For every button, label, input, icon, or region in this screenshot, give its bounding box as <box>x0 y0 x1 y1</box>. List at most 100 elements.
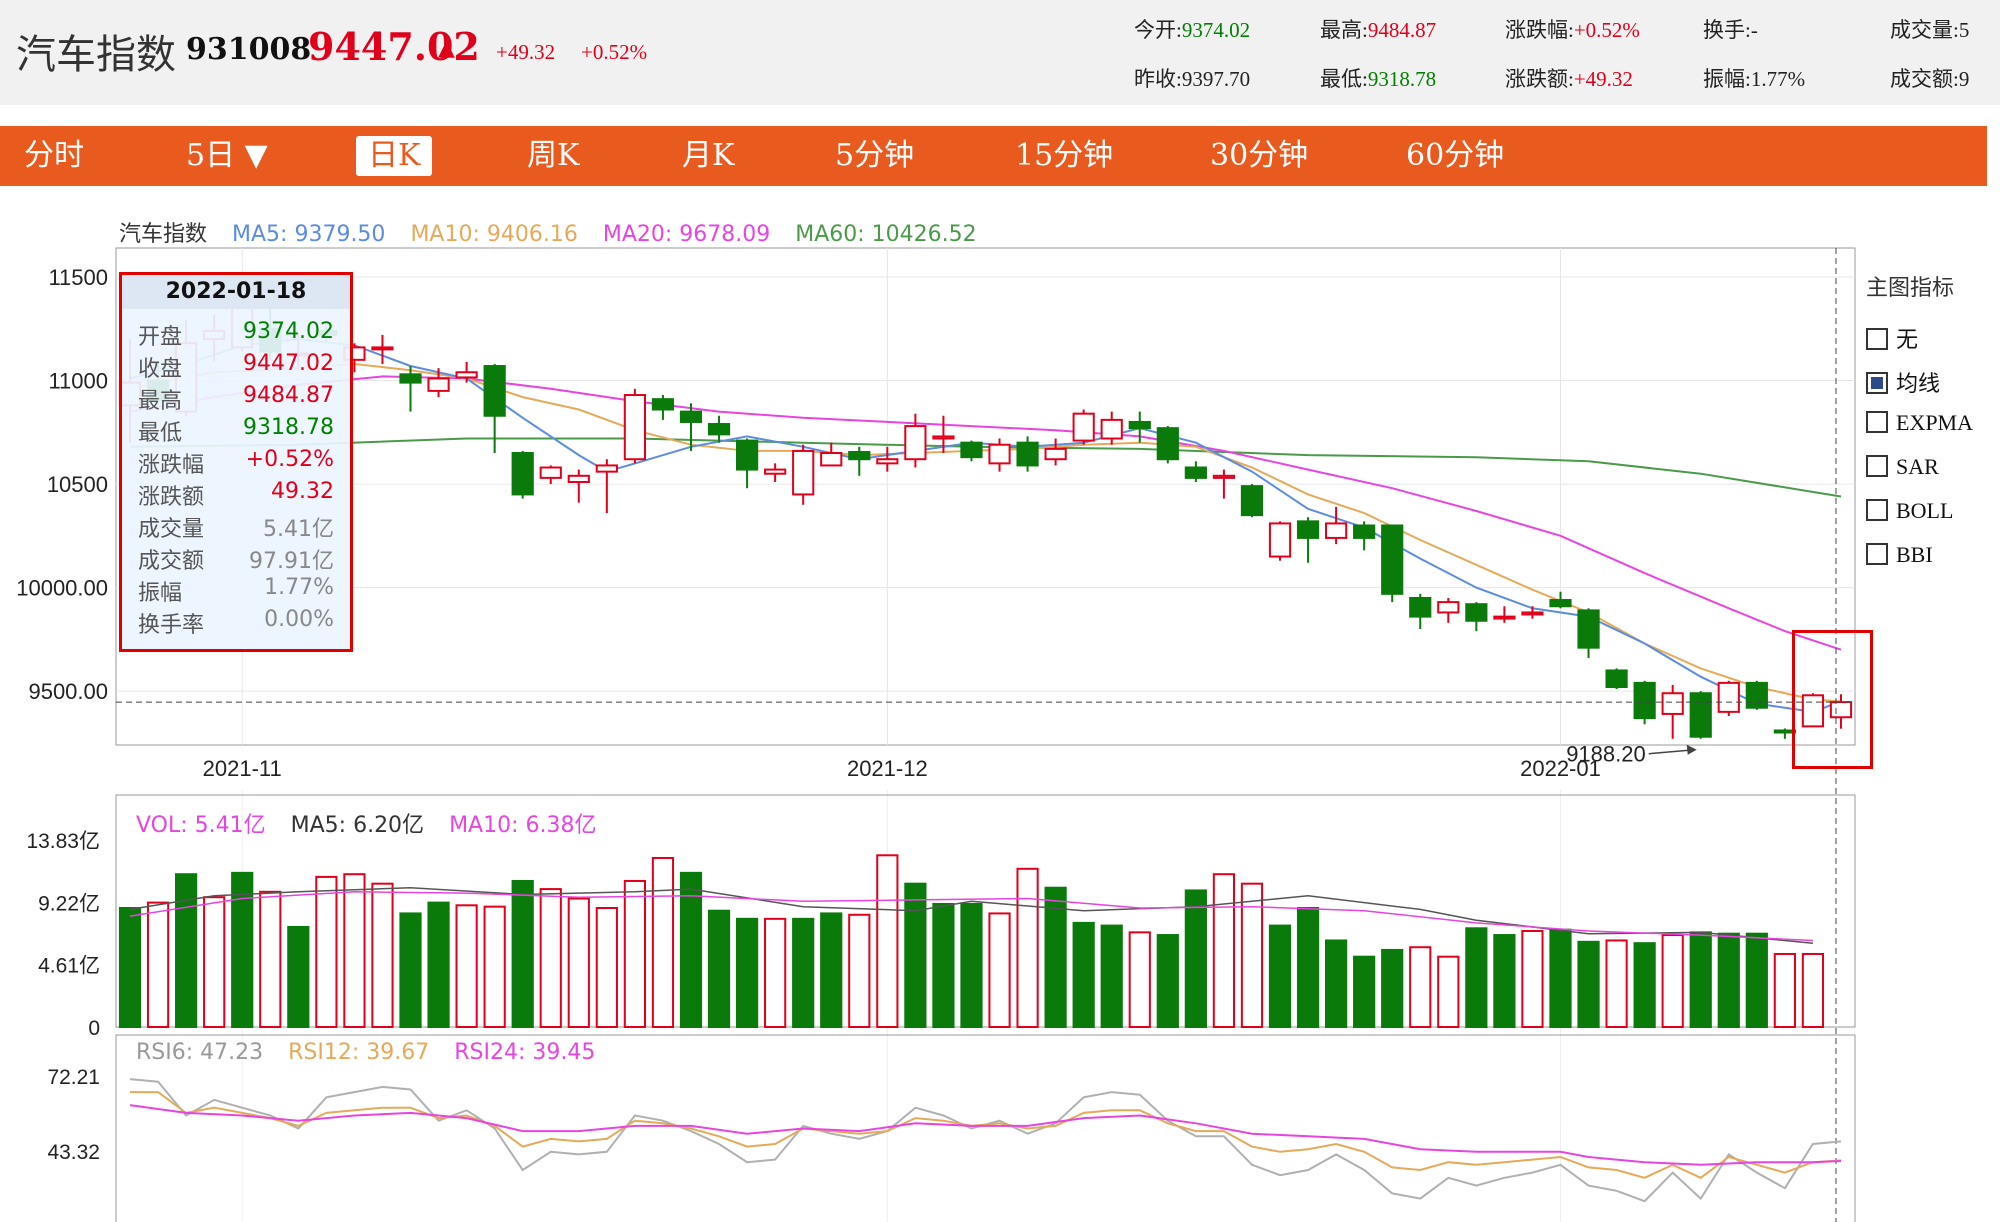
volume-bar <box>1072 921 1095 1028</box>
quote-stat-label: 成交量: <box>1890 18 1959 42</box>
candle-body <box>1353 524 1376 539</box>
indicator-option[interactable]: BOLL <box>1866 498 1953 524</box>
quote-stat-value: 9484.87 <box>1367 18 1437 42</box>
indicator-option[interactable]: 无 <box>1866 322 1918 352</box>
tab-0[interactable]: 分时 <box>24 138 84 173</box>
tooltip-row: 换手率 0.00% <box>138 607 334 639</box>
tooltip-row: 最高 9484.87 <box>138 383 334 415</box>
rsi-plot-frame <box>115 1034 1856 1222</box>
checkbox-icon[interactable] <box>1866 411 1888 433</box>
quote-stat-label: 振幅: <box>1703 67 1751 91</box>
quote-stat: 成交额:9 <box>1890 63 1969 93</box>
tooltip-row: 涨跌额 49.32 <box>138 479 334 511</box>
tooltip-row: 涨跌幅 +0.52% <box>138 447 334 479</box>
candle-body <box>1016 441 1039 467</box>
tooltip-date: 2022-01-18 <box>122 275 350 309</box>
volume-bar <box>1016 867 1039 1028</box>
candle-body <box>1240 485 1264 517</box>
volume-bar <box>792 917 815 1028</box>
tab-2[interactable]: 日K <box>356 136 433 176</box>
quote-stat-value: 9397.70 <box>1181 67 1251 91</box>
tooltip-label: 最高 <box>138 389 183 414</box>
candle-body <box>1044 447 1067 461</box>
quote-stat-value: 9 <box>1958 67 1970 91</box>
checkbox-icon[interactable] <box>1866 543 1888 565</box>
volume-bar <box>1409 946 1432 1028</box>
volume-bar <box>315 875 338 1028</box>
tooltip-value: 49.32 <box>271 479 334 504</box>
rsi-y-tick-label: 43.32 <box>47 1141 100 1164</box>
price-change-percent: +0.52% <box>581 40 648 64</box>
candle-body <box>707 423 731 436</box>
legend-rsi12: RSI12: 39.67 <box>288 1040 430 1065</box>
indicator-option-label: 均线 <box>1896 371 1941 396</box>
tooltip-label: 涨跌幅 <box>138 453 205 478</box>
tab-4[interactable]: 月K <box>682 138 735 173</box>
indicator-option-label: SAR <box>1896 454 1939 479</box>
volume-bar <box>1156 934 1179 1028</box>
tooltip-row: 成交额 97.91亿 <box>138 543 334 575</box>
tab-3[interactable]: 周K <box>527 138 580 173</box>
rsi-y-tick-label: 72.21 <box>47 1066 100 1089</box>
main-y-tick-label: 11500 <box>48 265 108 290</box>
volume-bar <box>1437 955 1460 1029</box>
candle-body <box>623 394 646 461</box>
volume-plot-frame <box>115 794 1856 1028</box>
checkbox-icon[interactable] <box>1866 499 1888 521</box>
tooltip-value: 9484.87 <box>243 383 334 408</box>
candle-body <box>1689 692 1712 738</box>
volume-bar <box>623 879 646 1028</box>
volume-ma10-line <box>129 891 1813 942</box>
volume-bar <box>399 912 422 1029</box>
tab-7[interactable]: 30分钟 <box>1210 138 1309 173</box>
candle-body <box>1661 692 1684 715</box>
volume-bar <box>1773 952 1796 1028</box>
quote-stat: 涨跌额:+49.32 <box>1505 63 1633 93</box>
indicator-option[interactable]: 均线 <box>1866 366 1940 396</box>
tooltip-value: +0.52% <box>245 447 334 472</box>
volume-bar <box>231 871 254 1028</box>
quote-stat-label: 最高: <box>1320 18 1368 42</box>
tooltip-value: 97.91亿 <box>249 549 334 574</box>
indicator-option[interactable]: EXPMA <box>1866 410 1973 436</box>
candle-body <box>1549 599 1572 608</box>
tab-8[interactable]: 60分钟 <box>1406 138 1505 173</box>
indicator-option-label: EXPMA <box>1896 410 1974 435</box>
crosshair-tooltip: 2022-01-18 开盘 9374.02 收盘 9447.02 最高 9484.87 最低… <box>119 272 353 652</box>
tab-6[interactable]: 15分钟 <box>1015 138 1114 173</box>
checkbox-icon[interactable] <box>1866 328 1888 350</box>
candle-body <box>1296 520 1320 539</box>
low-price-annotation: 9188.20 <box>1566 742 1646 767</box>
volume-bar <box>1325 939 1348 1029</box>
indicator-option[interactable]: BBI <box>1866 542 1933 568</box>
volume-bar <box>203 896 226 1029</box>
checkbox-icon[interactable] <box>1866 455 1888 477</box>
volume-bar <box>1801 952 1825 1028</box>
legend-ma5: MA5: 9379.50 <box>232 222 386 247</box>
index-name: 汽车指数 <box>16 32 176 78</box>
tooltip-row: 收盘 9447.02 <box>138 351 334 383</box>
main-y-tick-label: 10000.00 <box>16 576 108 601</box>
tooltip-row: 振幅 1.77% <box>138 575 334 607</box>
volume-bar <box>1128 931 1151 1029</box>
tab-1[interactable]: 5日 ▼ <box>186 138 268 173</box>
tooltip-label: 开盘 <box>138 325 183 350</box>
x-tick-label: 2021-12 <box>847 756 928 781</box>
volume-bar <box>1044 886 1067 1028</box>
candle-body <box>455 371 478 379</box>
index-code: 931008 <box>186 32 312 67</box>
quote-stat-label: 涨跌幅: <box>1505 18 1574 42</box>
main-y-tick-label: 11000 <box>48 369 108 394</box>
volume-bar <box>371 882 394 1028</box>
candle-body <box>679 410 703 423</box>
candle-body <box>792 449 815 496</box>
checkbox-icon[interactable] <box>1866 372 1888 394</box>
indicator-option[interactable]: SAR <box>1866 454 1939 480</box>
tab-5[interactable]: 5分钟 <box>835 138 915 173</box>
quote-stat: 昨收:9397.70 <box>1134 63 1250 93</box>
tooltip-value: 1.77% <box>264 575 334 600</box>
legend-vol-ma10: MA10: 6.38亿 <box>449 813 597 838</box>
candle-body <box>371 346 394 351</box>
current-price: 9447.02 <box>308 24 480 69</box>
candle-body <box>1156 427 1179 461</box>
